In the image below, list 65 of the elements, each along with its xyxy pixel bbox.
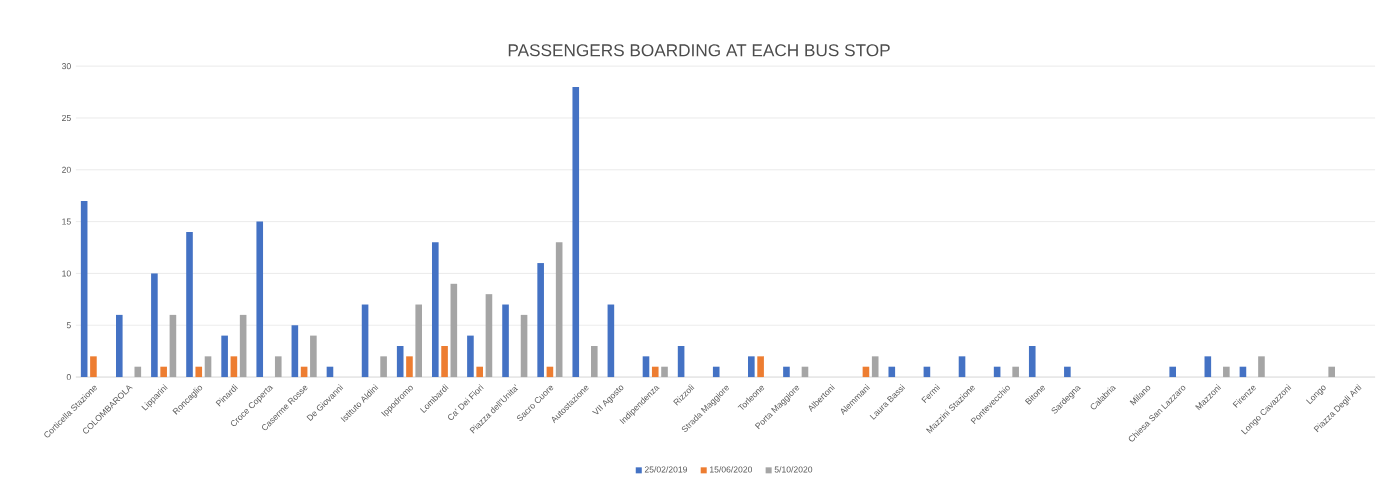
legend-label: 25/02/2019	[644, 466, 688, 473]
bar	[396, 346, 404, 378]
bar	[1169, 366, 1177, 378]
bar	[1064, 366, 1071, 378]
y-tick-label: 10	[62, 270, 71, 277]
bar	[1328, 366, 1335, 378]
bar	[291, 325, 299, 378]
bar	[221, 335, 228, 378]
bar	[186, 232, 193, 378]
bar	[415, 304, 423, 378]
bar	[661, 366, 668, 378]
bar	[310, 335, 317, 378]
bar	[476, 366, 483, 378]
bar	[160, 366, 167, 378]
y-tick-label: 25	[62, 114, 71, 122]
legend-label: 15/06/2020	[710, 466, 753, 473]
bar	[871, 356, 879, 378]
bar	[256, 221, 264, 378]
bar	[1223, 366, 1230, 378]
bar	[888, 366, 896, 378]
bar	[169, 314, 177, 378]
bar	[572, 86, 580, 378]
bar	[1258, 356, 1265, 378]
bar	[90, 356, 97, 378]
y-tick-label: 0	[66, 374, 71, 381]
bar	[239, 314, 247, 378]
bar	[520, 314, 528, 378]
bar	[555, 242, 563, 378]
bar	[1012, 366, 1019, 378]
bar	[642, 356, 650, 378]
bar	[274, 356, 282, 378]
bar	[467, 335, 474, 378]
bar	[432, 242, 439, 378]
bar	[1204, 356, 1212, 378]
chart-title: PASSENGERS BOARDING AT EACH BUS STOP	[508, 44, 890, 57]
y-tick-label: 5	[66, 322, 71, 329]
bar	[134, 366, 142, 378]
bar	[485, 294, 493, 378]
bar	[590, 346, 598, 378]
bar	[441, 346, 448, 378]
bar	[450, 283, 458, 378]
bar	[204, 356, 212, 378]
legend-label: 5/10/2020	[774, 466, 813, 473]
bar	[361, 304, 369, 378]
bar	[712, 366, 720, 378]
bar	[958, 356, 966, 378]
bar	[406, 356, 413, 378]
bar	[115, 314, 123, 378]
bar	[537, 263, 544, 378]
y-tick-label: 30	[61, 63, 71, 70]
bar	[195, 366, 203, 378]
bar	[80, 200, 88, 378]
bar	[651, 366, 659, 378]
bar	[230, 356, 238, 378]
bar	[151, 273, 158, 378]
bar	[757, 356, 764, 378]
bar	[380, 356, 387, 378]
y-tick-label: 20	[62, 166, 71, 173]
bar	[677, 346, 685, 378]
bar	[748, 356, 755, 378]
bar	[502, 304, 509, 378]
y-tick-label: 15	[62, 218, 71, 225]
bar	[783, 366, 790, 378]
bar	[1028, 346, 1036, 378]
bar	[607, 304, 615, 378]
